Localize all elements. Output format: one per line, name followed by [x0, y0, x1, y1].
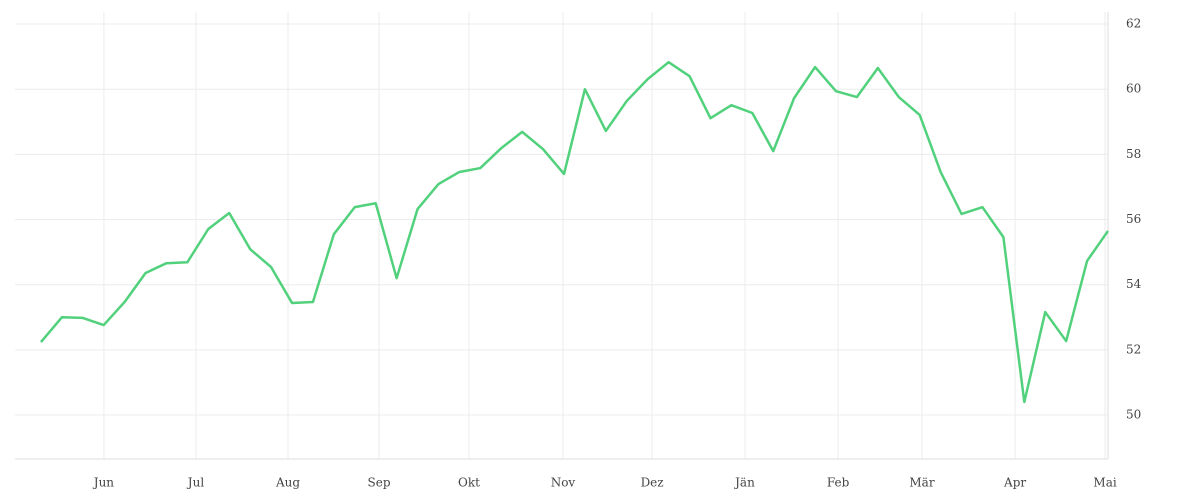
- x-tick-label: Nov: [551, 476, 576, 490]
- y-tick-label: 60: [1126, 82, 1141, 96]
- y-tick-label: 58: [1126, 147, 1141, 161]
- y-tick-label: 50: [1126, 408, 1141, 422]
- x-tick-label: Aug: [275, 476, 300, 490]
- x-tick-label: Jul: [186, 476, 205, 490]
- y-tick-label: 56: [1126, 212, 1141, 226]
- x-tick-label: Okt: [458, 476, 480, 490]
- x-tick-label: Feb: [827, 476, 850, 490]
- y-tick-label: 54: [1126, 277, 1142, 291]
- line: [39, 60, 1110, 404]
- x-tick-label: Sep: [368, 476, 391, 490]
- x-tick-label: Mai: [1093, 476, 1116, 490]
- y-tick-label: 62: [1126, 17, 1141, 31]
- x-tick-label: Apr: [1003, 476, 1026, 490]
- x-tick-label: Jän: [733, 476, 755, 490]
- x-tick-label: Jun: [92, 476, 115, 490]
- y-tick-label: 52: [1126, 342, 1141, 356]
- x-tick-label: Dez: [641, 476, 664, 490]
- x-tick-label: Mär: [909, 476, 934, 490]
